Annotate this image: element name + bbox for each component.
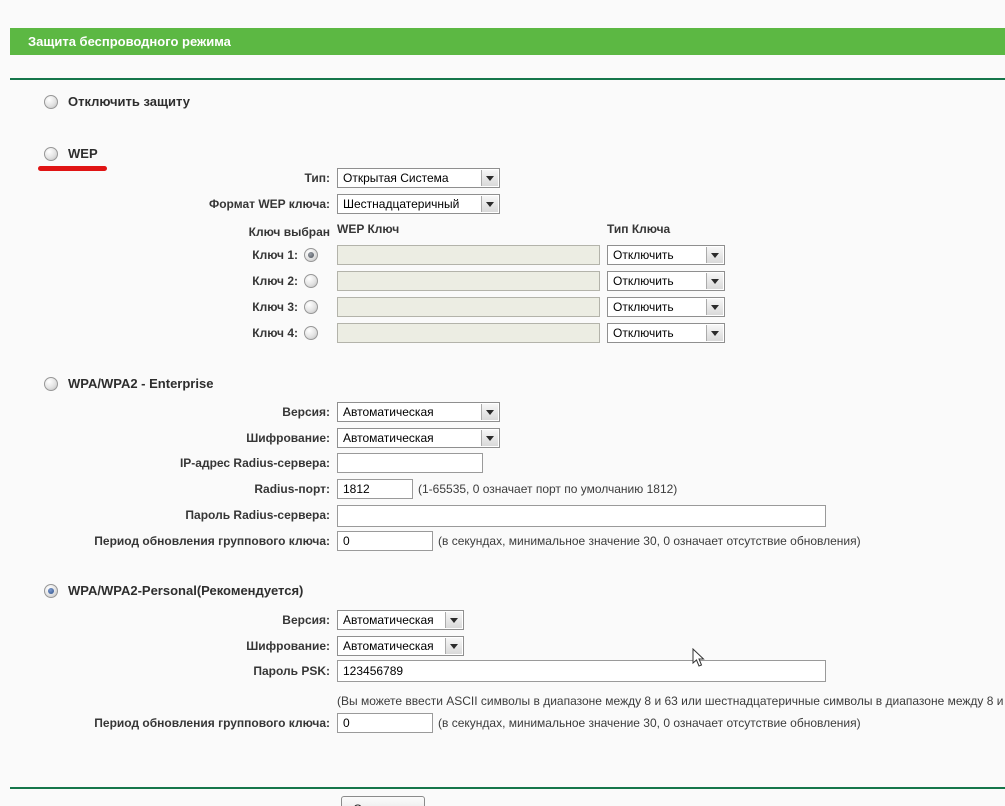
wep-type-label: Тип: bbox=[304, 171, 331, 185]
disable-security-label: Отключить защиту bbox=[68, 94, 190, 109]
key2-type-select[interactable]: Отключить bbox=[607, 271, 725, 291]
chevron-down-icon bbox=[711, 253, 719, 262]
chevron-down-icon bbox=[450, 644, 458, 653]
col-key-selected: Ключ выбран bbox=[248, 225, 330, 239]
chevron-down-icon bbox=[486, 436, 494, 445]
ent-group-key-label: Период обновления группового ключа: bbox=[94, 534, 330, 548]
divider-bottom bbox=[10, 787, 1005, 789]
key1-type-select[interactable]: Отключить bbox=[607, 245, 725, 265]
radio-disable-security[interactable] bbox=[44, 95, 58, 109]
dropdown-button[interactable] bbox=[481, 196, 498, 212]
mouse-cursor-icon bbox=[692, 648, 705, 667]
wep-format-select[interactable]: Шестнадцатеричный bbox=[337, 194, 500, 214]
page-header-bar: Защита беспроводного режима bbox=[10, 28, 1005, 55]
key4-type-select[interactable]: Отключить bbox=[607, 323, 725, 343]
pers-group-key-hint: (в секундах, минимальное значение 30, 0 … bbox=[438, 716, 861, 730]
pers-version-value: Автоматическая bbox=[343, 613, 434, 627]
wep-format-label: Формат WEP ключа: bbox=[208, 197, 330, 211]
psk-input[interactable] bbox=[337, 660, 826, 682]
pers-version-select[interactable]: Автоматическая bbox=[337, 610, 464, 630]
key1-input[interactable] bbox=[337, 245, 600, 265]
key3-input[interactable] bbox=[337, 297, 600, 317]
chevron-down-icon bbox=[711, 331, 719, 340]
psk-label: Пароль PSK: bbox=[253, 664, 330, 678]
chevron-down-icon bbox=[486, 202, 494, 211]
radio-key3[interactable] bbox=[304, 300, 318, 314]
radius-port-label: Radius-порт: bbox=[254, 482, 330, 496]
radius-ip-input[interactable] bbox=[337, 453, 483, 473]
ent-group-key-input[interactable] bbox=[337, 531, 433, 551]
ent-group-key-hint: (в секундах, минимальное значение 30, 0 … bbox=[438, 534, 861, 548]
key3-type-value: Отключить bbox=[613, 300, 674, 314]
radio-key4[interactable] bbox=[304, 326, 318, 340]
chevron-down-icon bbox=[486, 176, 494, 185]
radius-ip-label: IP-адрес Radius-сервера: bbox=[179, 456, 330, 470]
key2-type-value: Отключить bbox=[613, 274, 674, 288]
ent-version-value: Автоматическая bbox=[343, 405, 434, 419]
key4-type-value: Отключить bbox=[613, 326, 674, 340]
dropdown-button[interactable] bbox=[445, 638, 462, 654]
pers-encryption-label: Шифрование: bbox=[246, 639, 330, 653]
radio-personal[interactable] bbox=[44, 584, 58, 598]
dropdown-button[interactable] bbox=[706, 273, 723, 289]
dropdown-button[interactable] bbox=[706, 247, 723, 263]
key3-label: Ключ 3: bbox=[252, 300, 298, 314]
dropdown-button[interactable] bbox=[481, 170, 498, 186]
radio-key1[interactable] bbox=[304, 248, 318, 262]
red-annotation-underline bbox=[38, 166, 107, 171]
key4-label: Ключ 4: bbox=[252, 326, 298, 340]
key2-input[interactable] bbox=[337, 271, 600, 291]
chevron-down-icon bbox=[486, 410, 494, 419]
key2-label: Ключ 2: bbox=[252, 274, 298, 288]
pers-encryption-value: Автоматическая bbox=[343, 639, 434, 653]
save-button[interactable]: Сохранить bbox=[341, 796, 425, 806]
key3-type-select[interactable]: Отключить bbox=[607, 297, 725, 317]
radio-wep[interactable] bbox=[44, 147, 58, 161]
chevron-down-icon bbox=[711, 279, 719, 288]
wep-type-value: Открытая Система bbox=[343, 171, 449, 185]
page-title: Защита беспроводного режима bbox=[28, 34, 231, 49]
ent-version-label: Версия: bbox=[282, 405, 330, 419]
key1-type-value: Отключить bbox=[613, 248, 674, 262]
dropdown-button[interactable] bbox=[481, 430, 498, 446]
col-wep-key: WEP Ключ bbox=[337, 222, 400, 236]
pers-encryption-select[interactable]: Автоматическая bbox=[337, 636, 464, 656]
radius-password-input[interactable] bbox=[337, 505, 826, 527]
dropdown-button[interactable] bbox=[706, 325, 723, 341]
radio-enterprise[interactable] bbox=[44, 377, 58, 391]
radius-port-input[interactable] bbox=[337, 479, 413, 499]
col-key-type: Тип Ключа bbox=[607, 222, 671, 236]
key4-input[interactable] bbox=[337, 323, 600, 343]
dropdown-button[interactable] bbox=[445, 612, 462, 628]
radio-key2[interactable] bbox=[304, 274, 318, 288]
wep-type-select[interactable]: Открытая Система bbox=[337, 168, 500, 188]
dropdown-button[interactable] bbox=[481, 404, 498, 420]
psk-hint: (Вы можете ввести ASCII символы в диапаз… bbox=[337, 694, 1004, 708]
pers-group-key-label: Период обновления группового ключа: bbox=[94, 716, 330, 730]
ent-encryption-select[interactable]: Автоматическая bbox=[337, 428, 500, 448]
pers-group-key-input[interactable] bbox=[337, 713, 433, 733]
chevron-down-icon bbox=[450, 618, 458, 627]
radius-password-label: Пароль Radius-сервера: bbox=[185, 508, 330, 522]
enterprise-label: WPA/WPA2 - Enterprise bbox=[68, 376, 214, 391]
ent-encryption-value: Автоматическая bbox=[343, 431, 434, 445]
wep-label: WEP bbox=[68, 146, 98, 161]
chevron-down-icon bbox=[711, 305, 719, 314]
dropdown-button[interactable] bbox=[706, 299, 723, 315]
key1-label: Ключ 1: bbox=[252, 248, 298, 262]
divider-top bbox=[10, 78, 1005, 80]
wep-format-value: Шестнадцатеричный bbox=[343, 197, 460, 211]
pers-version-label: Версия: bbox=[282, 613, 330, 627]
radius-port-hint: (1-65535, 0 означает порт по умолчанию 1… bbox=[418, 482, 678, 496]
personal-label: WPA/WPA2-Personal(Рекомендуется) bbox=[68, 583, 304, 598]
ent-version-select[interactable]: Автоматическая bbox=[337, 402, 500, 422]
ent-encryption-label: Шифрование: bbox=[246, 431, 330, 445]
